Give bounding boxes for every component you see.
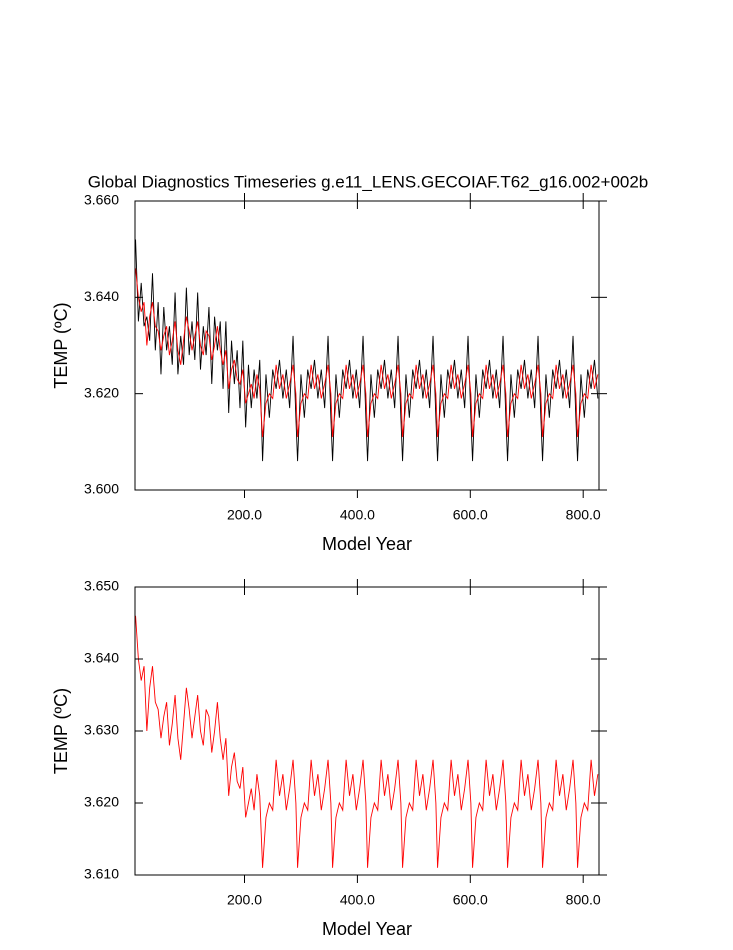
y-tick-label: 3.650	[84, 578, 119, 594]
x-tick-label: 400.0	[340, 507, 375, 523]
plot-frame	[134, 200, 600, 491]
x-tick-label: 600.0	[453, 507, 488, 523]
y-tick-label: 3.620	[84, 794, 119, 810]
data-line	[135, 615, 599, 868]
data-line	[135, 239, 599, 462]
x-tick-label: 400.0	[340, 892, 375, 908]
y-tick-label: 3.640	[84, 288, 119, 304]
plot: 3.600 3.620 3.640 3.660 200.0 400.0 600.0 800.0…	[51, 172, 649, 553]
x-tick-label: 800.0	[566, 892, 601, 908]
y-tick-label: 3.660	[84, 192, 119, 208]
chart-title: Global Diagnostics Timeseries g.e11_LENS…	[88, 172, 649, 191]
x-axis-label: Model Year	[322, 919, 412, 939]
y-tick-label: 3.600	[84, 481, 119, 497]
y-axis-label: TEMP (ºC)	[51, 302, 71, 388]
plot: 3.610 3.620 3.630 3.640 3.650 200.0 400.0 600.0…	[51, 578, 607, 939]
y-tick-label: 3.630	[84, 722, 119, 738]
y-axis-label: TEMP (ºC)	[51, 688, 71, 774]
y-tick-label: 3.620	[84, 384, 119, 400]
x-tick-label: 600.0	[453, 892, 488, 908]
x-tick-label: 200.0	[227, 507, 262, 523]
x-tick-label: 800.0	[566, 507, 601, 523]
x-tick-label: 200.0	[227, 892, 262, 908]
y-tick-label: 3.640	[84, 650, 119, 666]
x-axis-label: Model Year	[322, 534, 412, 554]
data-line	[135, 268, 599, 438]
y-tick-label: 3.610	[84, 866, 119, 882]
